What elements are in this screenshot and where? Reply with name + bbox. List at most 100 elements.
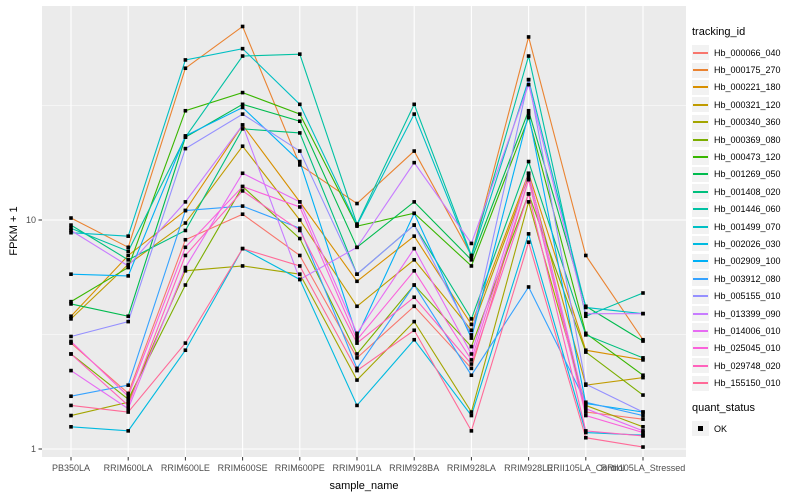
data-point [126, 403, 130, 408]
data-point [641, 410, 645, 414]
data-point [641, 356, 645, 360]
legend-item-label: Hb_005155_010 [714, 291, 781, 302]
legend-key-swatch [692, 375, 709, 391]
data-point [526, 177, 531, 182]
data-point [412, 112, 416, 116]
data-point [584, 406, 588, 411]
data-point [641, 339, 645, 343]
data-point [240, 90, 245, 95]
data-point [126, 400, 130, 405]
x-tick-label: RRIM600SE [218, 463, 268, 473]
legend-item-Hb_000221_180: Hb_000221_180 [692, 79, 798, 96]
data-point [526, 192, 531, 196]
data-point [412, 211, 416, 216]
data-point [584, 348, 588, 353]
legend-key-swatch [692, 79, 709, 95]
data-point [298, 131, 302, 135]
legend: tracking_id Hb_000066_040 Hb_000175_270 Hb… [692, 26, 798, 437]
data-point [69, 403, 73, 408]
data-point [469, 362, 474, 366]
legend-item-label: Hb_014006_010 [714, 325, 781, 336]
data-point [183, 348, 188, 353]
data-point [126, 429, 130, 433]
data-point [240, 264, 245, 268]
x-tick-label: RRIM600LE [161, 463, 210, 473]
legend-key-swatch [692, 184, 709, 200]
legend-title-quant-status: quant_status [692, 401, 755, 414]
x-axis-title: sample_name [329, 480, 399, 492]
data-point [355, 331, 359, 336]
data-point [412, 319, 416, 324]
legend-item-label: Hb_001499_070 [714, 221, 781, 232]
legend-line-sample [693, 51, 708, 54]
legend-item-label: Hb_000066_040 [714, 47, 781, 58]
data-point [469, 373, 474, 378]
data-point [183, 208, 188, 213]
legend-item-Hb_155150_010: Hb_155150_010 [692, 374, 798, 391]
legend-line-sample [693, 329, 708, 332]
data-point [69, 334, 73, 339]
data-point [526, 108, 531, 113]
data-point [641, 425, 645, 429]
data-point [412, 234, 416, 238]
data-point [126, 319, 130, 324]
data-point [298, 205, 302, 209]
data-point [183, 221, 188, 225]
legend-item-Hb_000340_360: Hb_000340_360 [692, 114, 798, 131]
data-point [69, 230, 73, 235]
legend-item-label: Hb_002909_100 [714, 256, 781, 267]
data-point [69, 368, 73, 373]
legend-item-label: Hb_025045_010 [714, 343, 781, 354]
data-point [183, 146, 188, 151]
legend-key-swatch [692, 421, 709, 436]
legend-line-sample [693, 69, 708, 72]
legend-item-label: Hb_000340_360 [714, 117, 781, 128]
legend-item-label: Hb_003912_080 [714, 273, 781, 284]
legend-key-swatch [692, 306, 709, 322]
x-tick-label: RRIM901LA [332, 463, 381, 473]
legend-item-Hb_001446_060: Hb_001446_060 [692, 201, 798, 218]
data-point [126, 264, 130, 268]
data-point [183, 237, 188, 242]
data-point [355, 356, 359, 360]
data-point [183, 200, 188, 204]
data-point [69, 226, 73, 231]
data-point [183, 253, 188, 258]
data-point [355, 378, 359, 382]
data-point [355, 341, 359, 345]
data-point [240, 102, 245, 107]
data-point [298, 163, 302, 167]
data-point [183, 108, 188, 113]
data-point [240, 112, 245, 116]
data-point [355, 245, 359, 250]
data-point [412, 269, 416, 273]
legend-line-sample [693, 312, 708, 315]
data-point [69, 352, 73, 356]
legend-tracking-items: Hb_000066_040 Hb_000175_270 Hb_000221_180 H… [692, 44, 798, 392]
data-point [126, 234, 130, 238]
data-point [412, 223, 416, 227]
data-point [641, 311, 645, 316]
data-point [355, 337, 359, 342]
legend-line-sample [693, 208, 708, 211]
legend-item-Hb_000473_120: Hb_000473_120 [692, 148, 798, 165]
data-point [526, 171, 531, 176]
data-point [355, 403, 359, 408]
data-point [641, 413, 645, 418]
data-point [298, 228, 302, 233]
legend-quant-items: OK [692, 420, 798, 437]
data-point [412, 160, 416, 165]
data-point [240, 204, 245, 208]
data-point [240, 127, 245, 131]
data-point [240, 24, 245, 29]
data-point [469, 258, 474, 262]
legend-item-label: Hb_000473_120 [714, 152, 781, 163]
data-point [412, 304, 416, 309]
legend-item-Hb_002026_030: Hb_002026_030 [692, 235, 798, 252]
legend-item-label: Hb_029748_020 [714, 360, 781, 371]
data-point [641, 417, 645, 421]
data-point [298, 264, 302, 268]
data-point [412, 337, 416, 342]
legend-item-label: OK [714, 423, 728, 434]
legend-key-swatch [692, 45, 709, 61]
